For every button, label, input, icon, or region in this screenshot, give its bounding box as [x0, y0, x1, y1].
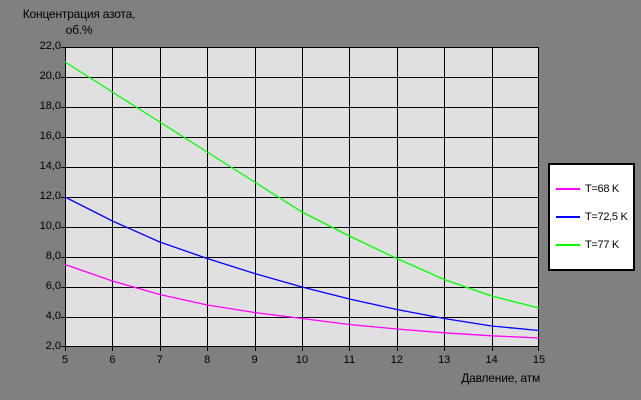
x-axis-title: Давление, атм [461, 371, 540, 385]
series-line-1 [64, 263, 540, 339]
plot-svg [61, 47, 540, 351]
y-tick-label: 16,0 [39, 130, 61, 142]
y-tick-label: 14,0 [39, 160, 61, 172]
x-tick-label: 15 [532, 354, 546, 366]
plot-area [61, 47, 540, 351]
x-tick-label: 10 [295, 354, 309, 366]
y-tick-label: 18,0 [39, 100, 61, 112]
y-tick-label: 6,0 [45, 280, 61, 292]
x-tick-label: 6 [109, 354, 116, 366]
legend-entry: T=72,5 K [550, 211, 633, 223]
x-tick-label: 5 [61, 354, 69, 366]
y-tick-label: 20,0 [39, 70, 61, 82]
x-tick-label: 7 [156, 354, 163, 366]
legend-entry: T=68 K [550, 183, 633, 195]
legend-label: T=72,5 K [585, 211, 628, 223]
chart-title-line1: Концентрация азота, [22, 7, 136, 21]
legend: T=68 K T=72,5 K T=77 K [548, 163, 635, 271]
y-tick-label: 12,0 [39, 190, 61, 202]
chart-title: Концентрация азота, об.% [14, 6, 144, 38]
y-tick-label: 4,0 [45, 310, 61, 322]
x-tick-label: 9 [251, 354, 258, 366]
legend-line-sample [556, 244, 580, 246]
x-tick-label: 12 [390, 354, 403, 366]
legend-label: T=77 K [585, 239, 619, 251]
x-tick-label: 11 [343, 354, 356, 366]
y-tick-label: 8,0 [45, 250, 61, 262]
legend-entry: T=77 K [550, 239, 633, 251]
x-tick-label: 14 [485, 354, 498, 366]
series-line-3 [64, 61, 540, 309]
x-tick-label: 13 [438, 354, 451, 366]
series-line-2 [64, 196, 540, 332]
legend-label: T=68 K [585, 183, 619, 195]
y-tick-label: 10,0 [39, 220, 61, 232]
y-tick-label: 22,0 [39, 40, 61, 52]
x-tick-label: 8 [204, 354, 211, 366]
y-tick-label: 2,0 [45, 340, 61, 352]
legend-line-sample [556, 188, 580, 190]
legend-line-sample [556, 216, 580, 218]
chart-title-line2: об.% [65, 23, 93, 37]
